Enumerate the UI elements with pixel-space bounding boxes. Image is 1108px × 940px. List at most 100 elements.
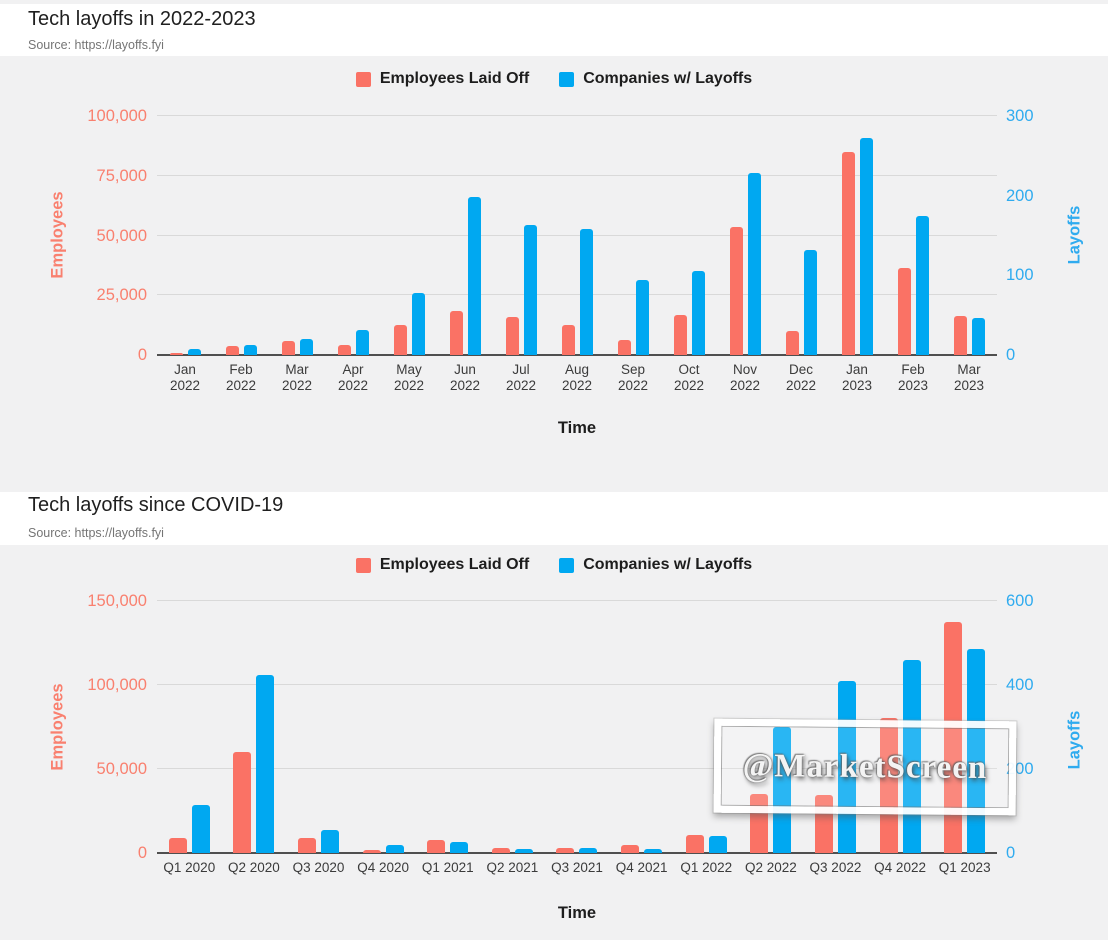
bar-employees-Q2-2020 <box>233 752 252 853</box>
right-axis-tick: 0 <box>1006 844 1016 862</box>
right-axis-tick: 600 <box>1006 592 1034 610</box>
bar-employees-Apr-2022 <box>337 344 351 355</box>
chart1-title-band <box>0 4 1108 56</box>
employees-swatch-icon <box>355 557 371 573</box>
bar-companies-Nov-2022 <box>747 172 761 355</box>
employees-legend-label: Employees Laid Off <box>379 70 530 87</box>
x-tick-label: Mar 2023 <box>953 362 985 393</box>
x-tick-label: Q1 2020 <box>163 860 216 875</box>
chart2-right-axis-title: Layoffs <box>1065 710 1084 770</box>
bar-group-Q1-2023 <box>932 591 997 853</box>
x-tick-label: Q4 2020 <box>357 860 410 875</box>
left-axis-tick: 0 <box>137 346 147 364</box>
legend-item-companies: Companies w/ Layoffs <box>559 556 752 574</box>
x-tick-label: Q3 2021 <box>551 860 603 875</box>
bar-group-Jul-2022 <box>493 106 549 355</box>
bar-employees-Q3-2022 <box>814 794 833 853</box>
chart1-source: Source: https://layoffs.fyi <box>28 38 164 52</box>
bar-group-Feb-2023 <box>885 106 941 355</box>
bar-group-Q4-2022 <box>868 591 933 853</box>
x-tick-label: Sep 2022 <box>617 362 649 393</box>
right-axis-tick: 200 <box>1006 760 1034 778</box>
bar-companies-Jul-2022 <box>523 225 537 355</box>
bar-employees-Aug-2022 <box>561 324 575 355</box>
bar-companies-Q4-2022 <box>902 659 921 853</box>
left-axis-tick: 100,000 <box>87 676 147 694</box>
bar-companies-Q2-2022 <box>773 727 792 853</box>
bar-companies-Mar-2022 <box>299 339 313 355</box>
bar-group-Mar-2022 <box>269 106 325 355</box>
gridline <box>157 115 997 116</box>
bar-employees-Q1-2021 <box>427 839 446 853</box>
left-axis-tick: 100,000 <box>87 107 147 125</box>
bar-employees-Sep-2022 <box>617 340 631 355</box>
employees-swatch-icon <box>355 71 371 87</box>
bar-employees-Jan-2023 <box>841 151 855 355</box>
bar-employees-Q4-2021 <box>621 845 640 853</box>
bar-group-Q1-2022 <box>674 591 739 853</box>
bar-group-May-2022 <box>381 106 437 355</box>
companies-swatch-icon <box>559 557 575 573</box>
left-axis-tick: 50,000 <box>96 760 147 778</box>
left-axis-tick: 0 <box>137 844 147 862</box>
x-tick-label: Q1 2023 <box>938 860 991 875</box>
bar-companies-Q3-2021 <box>579 847 598 853</box>
chart2-source: Source: https://layoffs.fyi <box>28 526 164 540</box>
x-tick-label: Jan 2023 <box>841 362 873 393</box>
bar-companies-Q3-2022 <box>837 680 856 853</box>
x-tick-label: Q4 2022 <box>874 860 926 875</box>
bar-group-Q1-2020 <box>157 591 222 853</box>
bar-employees-Mar-2023 <box>953 315 967 355</box>
bar-group-Apr-2022 <box>325 106 381 355</box>
bar-companies-Q4-2020 <box>385 845 404 853</box>
x-tick-label: Q3 2022 <box>809 860 862 875</box>
bar-employees-Q1-2020 <box>168 837 187 853</box>
bar-group-Q2-2022 <box>739 591 804 853</box>
bar-companies-Aug-2022 <box>579 229 593 355</box>
x-tick-label: Q2 2021 <box>486 860 539 875</box>
bar-employees-Q4-2022 <box>879 717 898 853</box>
x-tick-label: Q1 2021 <box>421 860 474 875</box>
gridline <box>157 684 997 685</box>
x-tick-label: Q4 2021 <box>615 860 668 875</box>
bar-companies-Jun-2022 <box>467 197 481 355</box>
bar-companies-Feb-2023 <box>915 216 929 355</box>
companies-legend-label: Companies w/ Layoffs <box>583 556 753 573</box>
bar-companies-Q1-2023 <box>967 649 986 853</box>
x-tick-label: Jul 2022 <box>505 362 537 393</box>
chart2-title: Tech layoffs since COVID-19 <box>28 494 284 516</box>
x-tick-label: Feb 2023 <box>897 362 929 393</box>
bar-companies-Oct-2022 <box>691 271 705 355</box>
x-tick-label: Jun 2022 <box>449 362 481 393</box>
bar-group-Jun-2022 <box>437 106 493 355</box>
employees-legend-label: Employees Laid Off <box>379 556 530 573</box>
x-tick-label: Jan 2022 <box>169 362 201 393</box>
bar-employees-Q2-2021 <box>491 847 510 853</box>
bar-group-Jan-2022 <box>157 106 213 355</box>
bar-group-Q3-2021 <box>545 591 610 853</box>
bar-companies-Apr-2022 <box>355 330 369 355</box>
right-axis-tick: 400 <box>1006 676 1034 694</box>
chart2-title-band <box>0 492 1108 545</box>
x-tick-label: May 2022 <box>393 362 425 393</box>
legend-item-companies: Companies w/ Layoffs <box>559 70 752 88</box>
bar-employees-Nov-2022 <box>729 227 743 355</box>
bar-companies-Q1-2020 <box>191 804 210 853</box>
bar-companies-Q2-2020 <box>256 674 275 853</box>
chart2-legend: Employees Laid Off Companies w/ Layoffs <box>0 556 1108 574</box>
bar-companies-Q1-2022 <box>708 836 727 853</box>
bar-group-Q2-2020 <box>222 591 287 853</box>
bar-employees-Q4-2020 <box>362 850 381 853</box>
bar-companies-May-2022 <box>411 292 425 355</box>
chart1-x-axis-caption: Time <box>557 419 597 437</box>
x-tick-label: Q2 2022 <box>744 860 797 875</box>
bar-employees-Q3-2020 <box>298 837 317 853</box>
bar-companies-Q2-2021 <box>514 848 533 853</box>
bar-employees-Q1-2022 <box>685 834 704 853</box>
watermark-frame: @MarketScreen <box>713 718 1017 816</box>
bar-companies-Sep-2022 <box>635 280 649 355</box>
gridline <box>157 768 997 769</box>
right-axis-tick: 200 <box>1006 186 1034 205</box>
chart2-plot-area <box>157 591 997 854</box>
left-axis-tick: 150,000 <box>87 592 147 610</box>
